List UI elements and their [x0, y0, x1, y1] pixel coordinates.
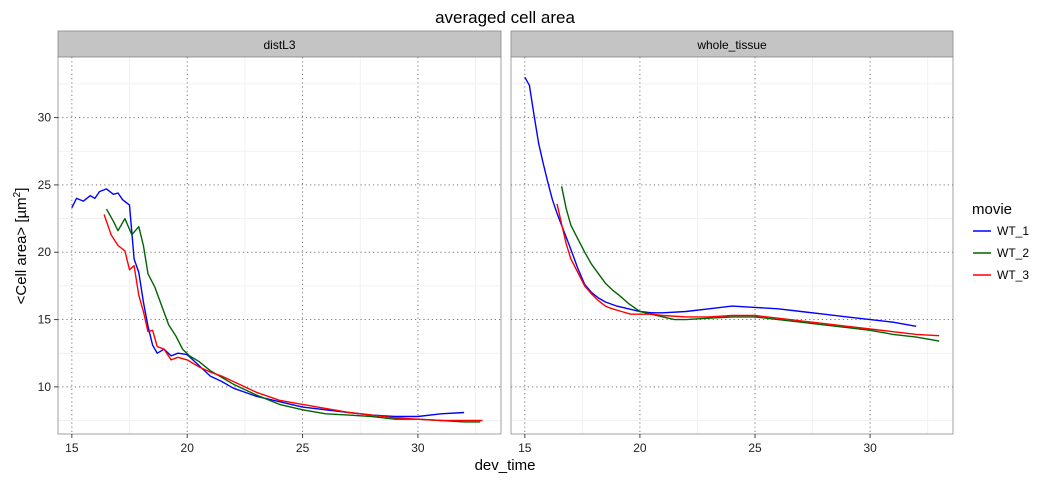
- chart-title: averaged cell area: [435, 8, 575, 27]
- panel-strip-label: distL3: [263, 38, 295, 52]
- panel-distL3: distL3 15 20 25 30 10 15 20 25 30: [38, 30, 502, 455]
- y-tick-label: 25: [38, 178, 52, 192]
- x-tick-label: 25: [748, 441, 762, 455]
- y-tick-label: 15: [38, 313, 52, 327]
- minor-grid: [511, 57, 953, 434]
- legend-title: movie: [972, 201, 1012, 218]
- x-axis-label: dev_time: [475, 457, 536, 474]
- panel-strip: [510, 30, 954, 58]
- y-axis-label: <Cell area> [µm2]: [12, 188, 30, 305]
- y-axis-label-superscript: 2: [12, 191, 23, 197]
- x-tick-label: 25: [296, 441, 310, 455]
- series-line-WT_3: [556, 203, 940, 337]
- series-line-WT_3: [103, 214, 483, 422]
- legend-label-WT_1: WT_1: [997, 224, 1029, 238]
- legend-label-WT_3: WT_3: [997, 268, 1029, 282]
- panel-strip: [57, 30, 502, 58]
- panel-plot-area: [58, 57, 501, 434]
- x-tick-label: 20: [181, 441, 195, 455]
- legend: movie WT_1 WT_2 WT_3: [972, 201, 1029, 282]
- panel-plot-area: [511, 57, 953, 434]
- panels-layer: distL3 15 20 25 30 10 15 20 25 30 whole_tissue 15 20…: [38, 30, 954, 455]
- y-tick-label: 10: [38, 380, 52, 394]
- x-tick-label: 15: [65, 441, 79, 455]
- y-axis-label-end: ]: [13, 188, 30, 192]
- x-tick-label: 15: [518, 441, 532, 455]
- panel-whole_tissue: whole_tissue 15 20 25 30: [510, 30, 954, 455]
- x-tick-label: 20: [633, 441, 647, 455]
- y-tick-label: 30: [38, 111, 52, 125]
- panel-border: [57, 56, 502, 435]
- minor-grid: [58, 57, 501, 434]
- series-line-WT_2: [560, 186, 940, 342]
- x-tick-label: 30: [411, 441, 425, 455]
- legend-label-WT_2: WT_2: [997, 246, 1029, 260]
- y-axis-label-main: <Cell area> [µm: [13, 197, 30, 304]
- y-tick-label: 20: [38, 245, 52, 259]
- panel-strip-label: whole_tissue: [696, 38, 767, 52]
- panel-border: [510, 56, 954, 435]
- series-line-WT_1: [524, 76, 917, 327]
- series-line-WT_2: [105, 208, 481, 423]
- x-tick-label: 30: [863, 441, 877, 455]
